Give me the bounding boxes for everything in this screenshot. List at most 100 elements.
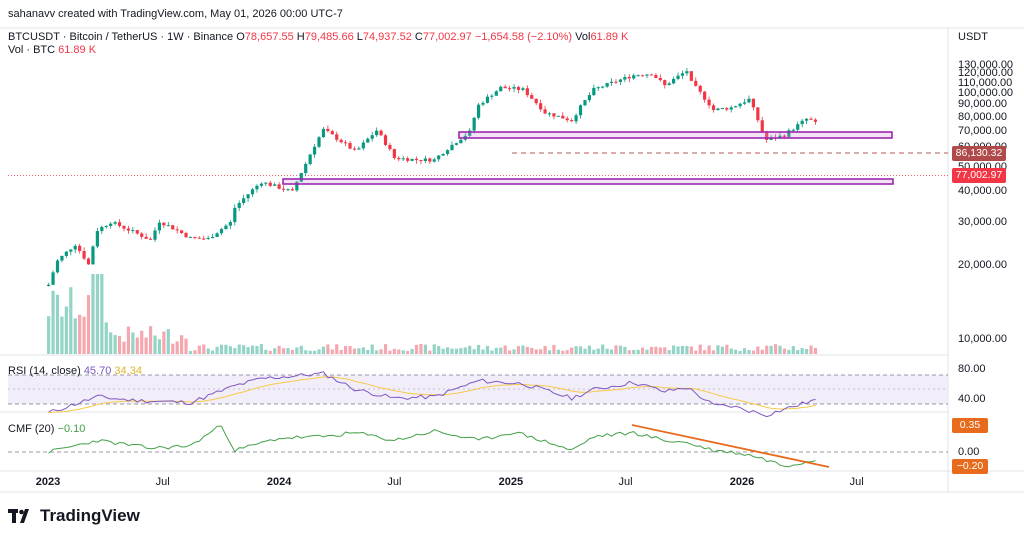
candle-body: [157, 222, 162, 231]
volume-bar: [751, 350, 755, 354]
volume-bar: [352, 348, 357, 354]
volume-bar: [561, 350, 565, 354]
volume-bar: [725, 344, 729, 354]
candle-body: [317, 137, 321, 147]
candle-body: [592, 87, 596, 96]
volume-bar: [148, 326, 153, 354]
candle-body: [370, 135, 374, 139]
volume-bar: [370, 344, 374, 354]
volume-bar: [206, 348, 210, 354]
candle-body: [175, 229, 179, 231]
volume-bar: [339, 349, 343, 354]
symbol-legend[interactable]: BTCUSDT · Bitcoin / TetherUS · 1W · Bina…: [8, 31, 628, 43]
cmf-legend[interactable]: CMF (20) −0.10: [8, 423, 85, 435]
candle-body: [627, 76, 631, 79]
volume-bar: [361, 347, 365, 354]
ohlc-o: 78,657.55: [244, 31, 294, 43]
volume-bar: [698, 344, 702, 354]
candle-body: [295, 181, 299, 191]
volume-bar: [587, 345, 591, 354]
resistance-zone[interactable]: [458, 131, 893, 139]
volume-bar: [494, 347, 498, 354]
cmf-tag-high: 0.35: [952, 418, 988, 433]
volume-bar: [570, 347, 574, 354]
volume-bar: [335, 344, 339, 354]
ohlc-c: 77,002.97: [422, 31, 472, 43]
candle-body: [694, 80, 698, 86]
candle-body: [738, 103, 742, 107]
candle-body: [521, 88, 525, 90]
brand-logo[interactable]: TradingView: [8, 506, 140, 526]
volume-bar: [769, 345, 773, 354]
volume-bar: [512, 349, 516, 354]
candle-body: [180, 230, 184, 233]
volume-bar: [410, 348, 414, 354]
candle-body: [242, 198, 246, 203]
rsi-tick-40: 40.00: [958, 393, 986, 405]
volume-bar: [246, 347, 250, 354]
volume-bar: [326, 344, 330, 354]
candle-body: [144, 236, 148, 239]
candle-body: [423, 158, 427, 162]
volume-bar: [224, 344, 228, 354]
volume-bar: [614, 345, 618, 354]
volume-bar: [397, 349, 401, 354]
candle-body: [414, 158, 419, 161]
candle-body: [379, 130, 383, 136]
volume-bar: [157, 339, 162, 354]
candle-body: [273, 184, 277, 186]
candle-body: [202, 238, 206, 240]
support-zone[interactable]: [282, 178, 894, 185]
candle-body: [51, 272, 55, 285]
volume-legend[interactable]: Vol · BTC 61.89 K: [8, 44, 96, 56]
volume-bar: [264, 349, 268, 354]
cmf-tag-low: −0.20: [952, 459, 988, 474]
candle-body: [406, 158, 410, 161]
volume-bar: [131, 332, 135, 354]
volume-bar: [308, 350, 312, 354]
candle-body: [454, 143, 459, 145]
volume-bar: [392, 348, 396, 354]
candle-body: [450, 144, 454, 151]
volume-bar: [113, 335, 117, 354]
ohlc-o-label: O: [236, 31, 245, 43]
candle-body: [437, 155, 441, 160]
rsi-legend[interactable]: RSI (14, close) 45.70 34.34: [8, 365, 142, 377]
volume-bar: [525, 346, 529, 354]
candle-body: [117, 222, 122, 226]
volume-bar: [627, 350, 631, 354]
currency-label: USDT: [958, 31, 988, 43]
volume-bar: [295, 347, 299, 354]
volume-bar: [516, 346, 521, 354]
volume-bar: [463, 347, 467, 354]
volume-bar: [756, 346, 760, 354]
volume-bar: [521, 345, 525, 354]
volume-bar: [791, 346, 795, 354]
volume-bar: [742, 348, 747, 354]
candle-body: [215, 233, 219, 238]
candle-body: [596, 87, 600, 89]
candle-body: [104, 225, 108, 227]
volume-bar: [649, 346, 654, 354]
cmf-trendline[interactable]: [631, 424, 830, 468]
candle-body: [86, 258, 91, 265]
candle-body: [459, 139, 463, 144]
candle-body: [281, 188, 286, 190]
volume-bar: [618, 345, 623, 354]
volume-bar: [100, 274, 104, 354]
volume-bar: [135, 337, 139, 354]
candle-body: [614, 81, 618, 83]
candle-body: [224, 225, 228, 230]
cmf-legend-value: −0.10: [57, 423, 86, 435]
volume-bar: [694, 350, 698, 354]
volume-bar: [317, 349, 321, 354]
volume-bar: [711, 350, 716, 354]
candle-body: [237, 202, 241, 208]
candle-body: [304, 163, 308, 174]
volume-bar: [534, 349, 538, 354]
volume-bar: [654, 346, 658, 354]
time-tick: Jul: [387, 476, 402, 488]
volume-bar: [632, 349, 636, 354]
candle-body: [499, 86, 503, 92]
